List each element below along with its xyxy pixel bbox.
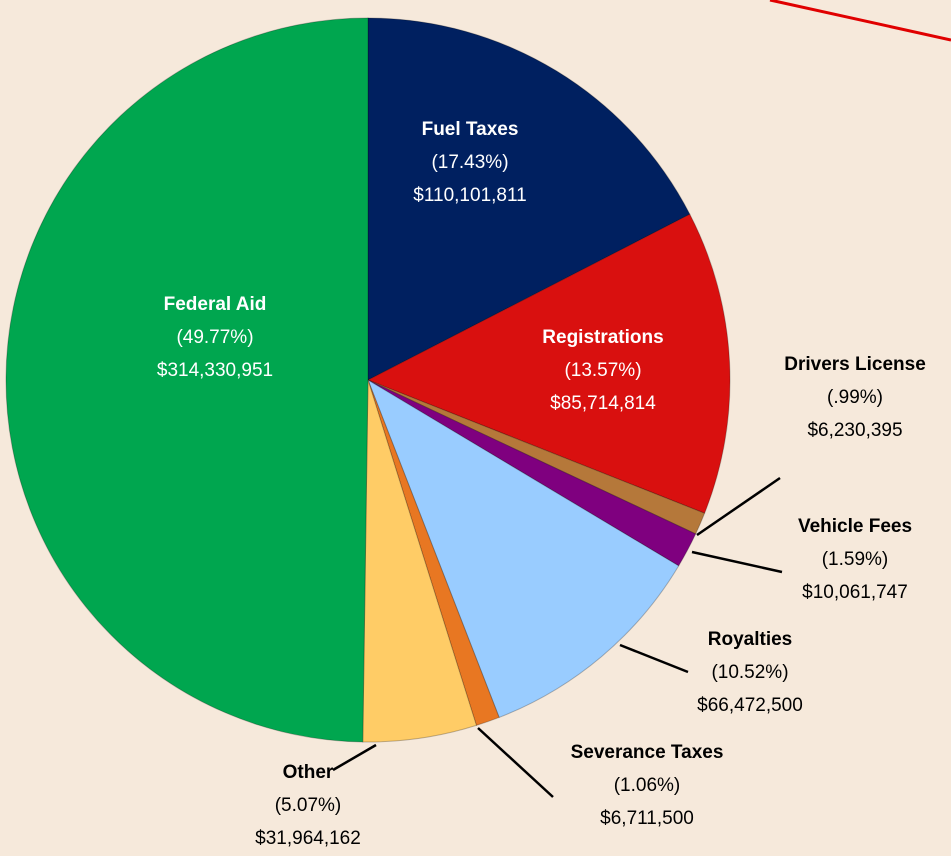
slice-name: Severance Taxes xyxy=(571,742,724,763)
pie-slice xyxy=(367,379,706,535)
slice-name: Drivers License xyxy=(784,354,926,375)
labels: Fuel Taxes (17.43%) $110,101,811 Registrati… xyxy=(157,119,926,849)
leader-line xyxy=(332,743,377,772)
pie xyxy=(5,17,731,743)
slice-amount: $314,330,951 xyxy=(157,360,273,381)
slice-name: Registrations xyxy=(542,327,663,348)
slice-name: Other xyxy=(283,762,334,783)
decor-line xyxy=(769,0,951,42)
slice-percent: (5.07%) xyxy=(275,795,342,816)
slice-amount: $6,230,395 xyxy=(807,420,902,441)
slice-amount: $31,964,162 xyxy=(255,828,361,849)
slice-percent: (10.52%) xyxy=(711,662,788,683)
slice-amount: $66,472,500 xyxy=(697,695,803,716)
pie-slice xyxy=(367,378,680,719)
slice-percent: (49.77%) xyxy=(176,327,253,348)
slice-amount: $85,714,814 xyxy=(550,393,656,414)
slice-name: Vehicle Fees xyxy=(798,516,912,537)
slice-name: Royalties xyxy=(708,629,792,650)
slice-amount: $10,061,747 xyxy=(802,582,908,603)
pie-slice xyxy=(367,379,500,727)
pie-slice xyxy=(367,17,691,381)
leader-line xyxy=(696,476,781,537)
slice-percent: (1.59%) xyxy=(822,549,889,570)
pie-slice xyxy=(367,379,697,567)
slice-percent: (.99%) xyxy=(827,387,883,408)
slice-percent: (13.57%) xyxy=(564,360,641,381)
leader-line xyxy=(691,550,783,574)
leader-line xyxy=(619,643,689,674)
pie-slice xyxy=(362,379,478,743)
pie-slice xyxy=(366,213,731,514)
slice-name: Fuel Taxes xyxy=(422,119,519,140)
slice-percent: (1.06%) xyxy=(614,775,681,796)
slice-amount: $110,101,811 xyxy=(413,185,526,206)
leader-line xyxy=(477,727,554,798)
slice-name: Federal Aid xyxy=(164,294,267,315)
slice-amount: $6,711,500 xyxy=(600,808,694,829)
pie-slice xyxy=(5,17,369,743)
slice-percent: (17.43%) xyxy=(431,152,508,173)
